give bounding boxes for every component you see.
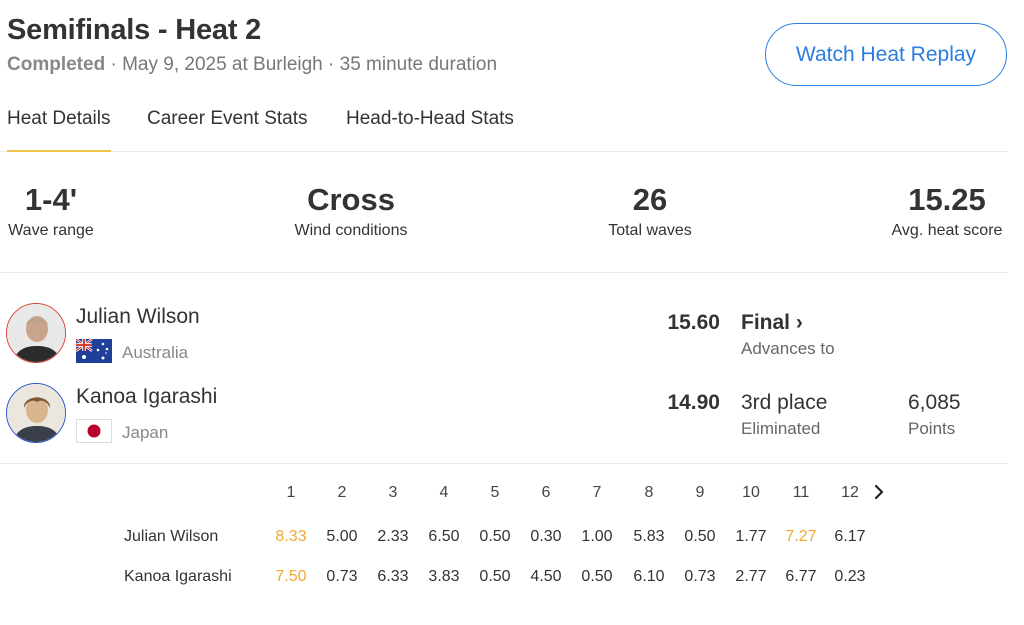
- wave-score-cell: 8.33: [275, 528, 307, 545]
- wave-score-cell: 2.77: [735, 568, 767, 585]
- stat-avg-heat-score: 15.25 Avg. heat score: [886, 182, 1008, 240]
- wave-number-header: 11: [792, 484, 810, 501]
- tab-heat-details[interactable]: Heat Details: [7, 108, 111, 152]
- advances-to-final-link[interactable]: Final ›: [741, 311, 803, 334]
- wave-score-cell: 0.50: [479, 528, 511, 545]
- surfer-heat-score: 15.60: [667, 311, 720, 334]
- heat-subtitle: Completed · May 9, 2025 at Burleigh · 35…: [7, 54, 497, 76]
- wave-score-cell: 0.73: [684, 568, 716, 585]
- points-value: 6,085: [908, 391, 961, 414]
- points-label: Points: [908, 419, 956, 438]
- australia-flag-icon: [76, 339, 112, 363]
- wave-number-header: 4: [439, 484, 449, 501]
- heat-stats: 1-4' Wave range Cross Wind conditions 26…: [0, 152, 1008, 273]
- wave-score-cell: 5.83: [633, 528, 665, 545]
- wave-score-cell: 0.50: [684, 528, 716, 545]
- surfer-heat-score: 14.90: [667, 391, 720, 414]
- wave-score-cell: 3.83: [428, 568, 460, 585]
- wave-score-cell: 1.00: [581, 528, 613, 545]
- wave-score-cell: 4.50: [530, 568, 562, 585]
- tab-head-to-head-stats[interactable]: Head-to-Head Stats: [346, 108, 514, 129]
- avatar[interactable]: [6, 303, 66, 363]
- result-placing: 3rd place: [741, 391, 828, 414]
- wave-score-cell: 0.30: [530, 528, 562, 545]
- tab-bar: Heat Details Career Event Stats Head-to-…: [0, 100, 1008, 152]
- surfer-country: Australia: [122, 343, 189, 362]
- wave-scores-table: 1 2 3 4 5 6 7 8 9 10 11 12 Julian Wilson 8.33 5.00 2.33…: [0, 480, 1024, 610]
- heat-details-text: · May 9, 2025 at Burleigh · 35 minute du…: [110, 54, 498, 75]
- wave-number-header: 9: [695, 484, 705, 501]
- stat-label: Total waves: [608, 222, 692, 239]
- stat-wind-conditions: Cross Wind conditions: [280, 182, 422, 240]
- chevron-right-icon[interactable]: [868, 480, 892, 506]
- avatar[interactable]: [6, 383, 66, 443]
- wave-row-surfer-name: Kanoa Igarashi: [124, 568, 232, 585]
- stat-total-waves: 26 Total waves: [600, 182, 700, 240]
- heat-title: Semifinals - Heat 2: [7, 14, 262, 46]
- wave-score-cell: 5.00: [326, 528, 358, 545]
- wave-number-header: 8: [644, 484, 654, 501]
- wave-score-cell: 6.77: [785, 568, 817, 585]
- wave-number-header: 12: [841, 484, 859, 501]
- surfer-row-kanoa-igarashi: Kanoa Igarashi Japan 14.90 3rd place Eli…: [0, 383, 1008, 463]
- wave-score-cell: 6.50: [428, 528, 460, 545]
- watch-replay-button[interactable]: Watch Heat Replay: [765, 23, 1007, 86]
- stat-label: Wind conditions: [294, 222, 408, 239]
- surfer-name[interactable]: Julian Wilson: [76, 305, 200, 328]
- wave-score-cell: 6.17: [834, 528, 866, 545]
- wave-score-cell: 6.33: [377, 568, 409, 585]
- wave-number-header: 3: [388, 484, 398, 501]
- wave-score-cell: 7.50: [275, 568, 307, 585]
- wave-score-cell: 1.77: [735, 528, 767, 545]
- stat-value: 26: [632, 182, 668, 217]
- result-status: Advances to: [741, 339, 835, 358]
- wave-number-header: 7: [592, 484, 602, 501]
- tab-career-event-stats[interactable]: Career Event Stats: [147, 108, 308, 129]
- stat-value: 1-4': [24, 182, 78, 217]
- wave-number-header: 2: [337, 484, 347, 501]
- surfer-row-julian-wilson: Julian Wilson Australia 15.60 Final › Ad…: [0, 303, 1008, 383]
- wave-row-surfer-name: Julian Wilson: [124, 528, 219, 545]
- surfer-country: Japan: [122, 423, 169, 442]
- wave-number-header: 10: [742, 484, 760, 501]
- wave-score-cell: 2.33: [377, 528, 409, 545]
- stat-label: Avg. heat score: [891, 222, 1003, 239]
- result-status: Eliminated: [741, 419, 821, 438]
- wave-number-header: 6: [541, 484, 551, 501]
- wave-score-cell: 0.73: [326, 568, 358, 585]
- japan-flag-icon: [76, 419, 112, 443]
- wave-score-cell: 0.50: [581, 568, 613, 585]
- wave-score-cell: 0.23: [834, 568, 866, 585]
- stat-label: Wave range: [8, 222, 94, 239]
- stat-value: Cross: [307, 182, 395, 217]
- stat-wave-range: 1-4' Wave range: [7, 182, 95, 240]
- wave-number-header: 5: [490, 484, 500, 501]
- wave-score-cell: 6.10: [633, 568, 665, 585]
- stat-value: 15.25: [908, 182, 986, 217]
- heat-status: Completed: [7, 54, 106, 75]
- surfer-name[interactable]: Kanoa Igarashi: [76, 385, 218, 408]
- wave-score-cell: 0.50: [479, 568, 511, 585]
- wave-score-cell: 7.27: [785, 528, 817, 545]
- wave-number-header: 1: [286, 484, 296, 501]
- section-divider: [0, 463, 1008, 464]
